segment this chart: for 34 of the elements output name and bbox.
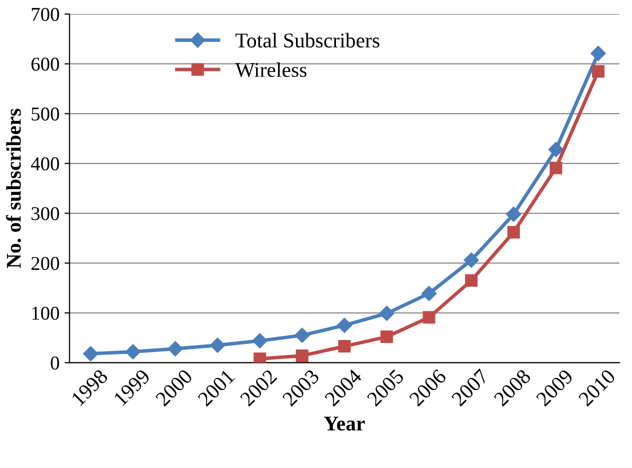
point [592,65,604,78]
point [254,352,266,363]
point [168,341,183,356]
y-tick-label: 100 [32,306,60,320]
x-axis-title: Year [324,416,365,431]
point [252,333,268,348]
point [83,346,98,362]
y-axis-title: No. of subscribers [6,108,21,268]
y-tick-label: 600 [31,58,60,71]
point [421,286,437,302]
point [506,206,522,222]
point [548,142,564,158]
point [338,340,351,353]
y-tick-label: 400 [31,157,60,170]
y-tick-label: 700 [32,8,60,21]
point [336,318,352,333]
point [210,338,226,353]
y-tick-label: 300 [32,207,60,220]
y-tick-label: 0 [50,356,60,370]
point [590,46,606,61]
point [550,162,562,174]
point [380,330,393,344]
point [507,226,520,238]
point [379,306,394,321]
point [422,311,436,324]
y-tick-label: 500 [32,107,60,121]
point [464,252,479,268]
y-tick-label: 200 [31,256,60,270]
point [125,344,141,360]
legend-label: Wireless [235,62,306,78]
point [465,274,478,287]
point [294,328,310,343]
point [296,349,308,362]
legend-label: Total Subscribers [236,32,380,48]
